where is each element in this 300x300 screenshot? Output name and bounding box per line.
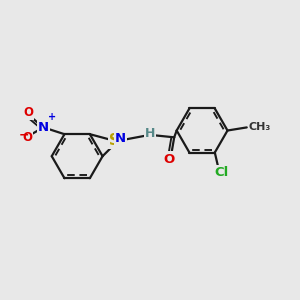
Text: S: S xyxy=(109,133,120,148)
Text: +: + xyxy=(48,112,56,122)
Text: N: N xyxy=(115,132,126,145)
Text: N: N xyxy=(38,121,49,134)
Text: H: H xyxy=(145,127,155,140)
Text: CH₃: CH₃ xyxy=(248,122,271,132)
Text: Cl: Cl xyxy=(214,166,228,179)
Text: O: O xyxy=(163,152,175,166)
Text: −: − xyxy=(19,128,29,141)
Text: O: O xyxy=(23,106,33,119)
Text: O: O xyxy=(22,131,32,144)
